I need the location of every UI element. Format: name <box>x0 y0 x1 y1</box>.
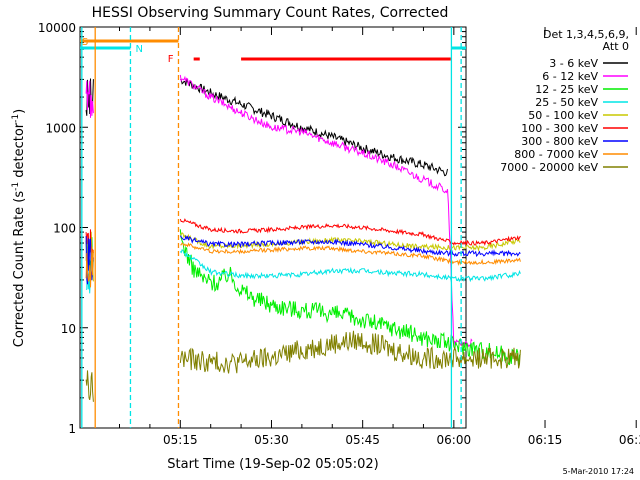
legend-item-label-0: 3 - 6 keV <box>549 57 598 70</box>
y-tick-label: 100 <box>53 222 76 236</box>
series-line-6 <box>179 234 521 258</box>
y-axis-label-sup1: -1 <box>11 182 21 191</box>
legend-item-label-4: 50 - 100 keV <box>528 109 598 122</box>
legend-item-label-2: 12 - 25 keV <box>535 83 598 96</box>
x-tick-label: 06:30 <box>619 433 640 447</box>
series-fragment-6 <box>85 236 94 285</box>
x-tick-label: 05:45 <box>345 433 380 447</box>
series-fragment-1 <box>85 80 94 118</box>
y-tick-label: 1 <box>68 422 76 436</box>
flag-label-night: N <box>135 44 142 55</box>
series-line-0 <box>180 78 448 177</box>
series-line-5 <box>179 218 521 246</box>
series-line-7 <box>180 242 521 266</box>
date-stamp: 5-Mar-2010 17:24 <box>563 467 634 476</box>
x-axis-label: Start Time (19-Sep-02 05:05:02) <box>167 457 378 472</box>
series-line-1 <box>179 74 473 349</box>
flag-layer: S N F <box>80 27 466 428</box>
series-fragment-8 <box>85 370 94 402</box>
legend-item-label-3: 25 - 50 keV <box>535 96 598 109</box>
y-axis-label-end: ) <box>12 109 27 114</box>
flag-label-saa: S <box>82 37 88 48</box>
y-axis-label-mid: detector <box>12 122 27 182</box>
series-line-3 <box>179 248 521 283</box>
legend-item-label-5: 100 - 300 keV <box>521 122 598 135</box>
legend-item-label-1: 6 - 12 keV <box>542 70 598 83</box>
y-axis-label: Corrected Count Rate (s-1 detector-1) <box>11 109 27 347</box>
chart-title: HESSI Observing Summary Count Rates, Cor… <box>92 5 449 21</box>
flag-label-flare: F <box>168 54 174 65</box>
legend-item-label-6: 300 - 800 keV <box>521 135 598 148</box>
series-layer <box>85 74 521 402</box>
y-axis-label-main: Corrected Count Rate (s <box>12 191 27 348</box>
y-tick-label: 10000 <box>38 21 76 35</box>
y-tick-label: 10 <box>61 322 76 336</box>
x-tick-label: 06:00 <box>437 433 472 447</box>
legend-header-line2: Att 0 <box>603 40 629 53</box>
x-tick-label: 05:15 <box>163 433 198 447</box>
axis-ticks <box>80 26 637 429</box>
legend-item-label-7: 800 - 7000 keV <box>514 148 598 161</box>
plot-area: S N F <box>79 26 637 429</box>
legend-header-line1: Det 1,3,4,5,6,9, <box>543 28 629 41</box>
series-line-8 <box>179 330 521 374</box>
x-tick-label: 06:15 <box>528 433 563 447</box>
y-tick-labels: 1 10 100 1000 10000 <box>38 21 76 436</box>
y-tick-label: 1000 <box>45 121 76 135</box>
y-axis-label-sup2: -1 <box>11 114 21 123</box>
legend-item-label-8: 7000 - 20000 keV <box>500 161 598 174</box>
series-line-2 <box>179 229 521 367</box>
series-fragment-7 <box>85 246 94 288</box>
x-tick-label: 05:30 <box>254 433 289 447</box>
